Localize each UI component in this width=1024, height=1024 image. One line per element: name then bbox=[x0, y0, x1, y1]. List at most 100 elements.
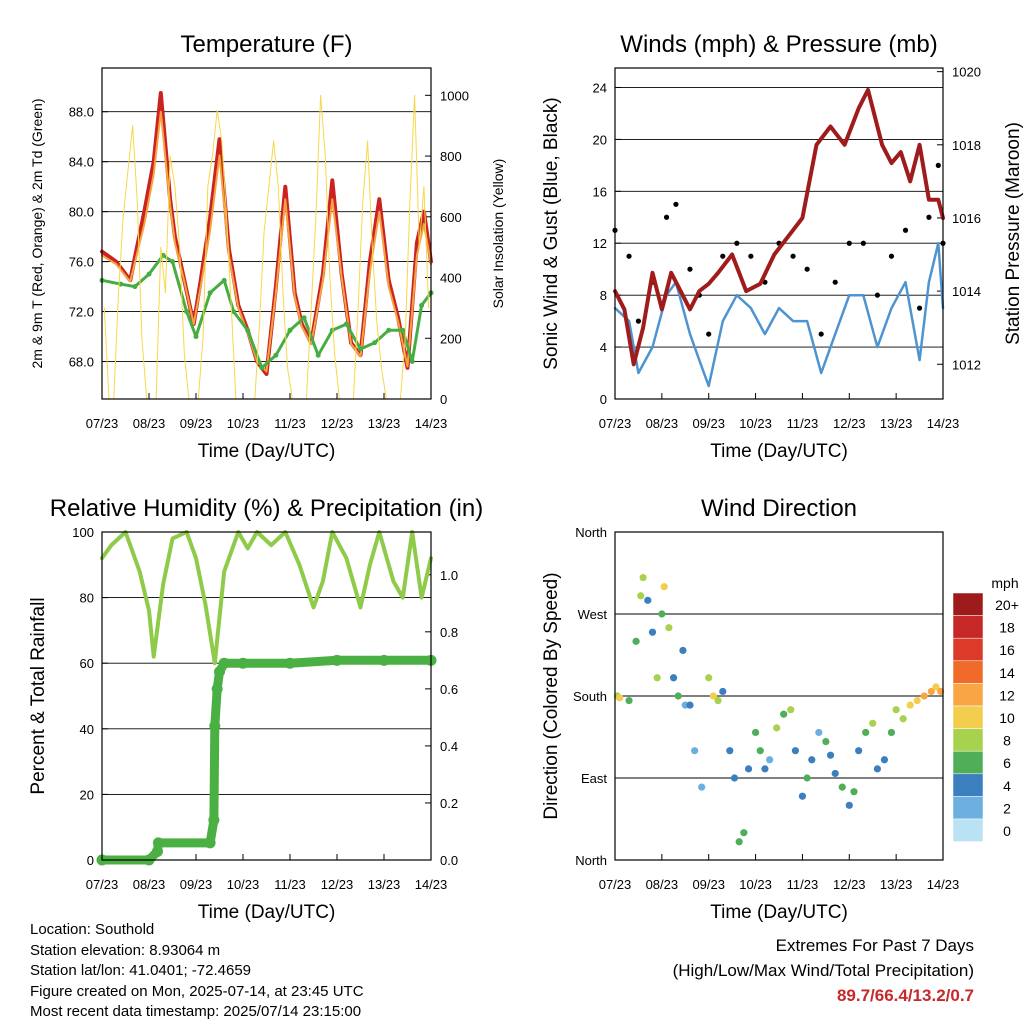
location-text: Location: Southold bbox=[30, 921, 155, 938]
y-axis-label: Sonic Wind & Gust (Blue, Black) bbox=[541, 97, 562, 369]
direction-point bbox=[660, 583, 668, 591]
x-tick-label: 13/23 bbox=[880, 877, 913, 892]
precip-point bbox=[214, 666, 225, 678]
legend-label: 4 bbox=[1003, 778, 1011, 794]
x-tick-label: 08/23 bbox=[646, 877, 679, 892]
legend-label: 16 bbox=[999, 642, 1015, 658]
x-tick-label: 07/23 bbox=[599, 877, 632, 892]
td2m-point bbox=[132, 284, 138, 290]
legend-swatch bbox=[952, 750, 984, 775]
y-right-tick-label: 0.6 bbox=[440, 682, 458, 697]
legend-label: 6 bbox=[1003, 755, 1011, 771]
direction-point bbox=[780, 710, 788, 718]
winds-pressure-panel: Winds (mph) & Pressure (mb) 0 4 8 12 16 20 24 10… bbox=[541, 31, 1024, 462]
x-axis-label: Time (Day/UTC) bbox=[710, 441, 848, 462]
direction-point bbox=[644, 596, 652, 604]
gust-point bbox=[687, 266, 693, 272]
y-tick-label: 100 bbox=[72, 525, 94, 540]
y-tick-label: 80 bbox=[80, 591, 94, 606]
y-axis-label: Percent & Total Rainfall bbox=[28, 597, 49, 794]
td2m-point bbox=[193, 334, 199, 340]
wind-direction-panel: Wind Direction North East South West North 07/… bbox=[541, 495, 959, 923]
direction-point bbox=[773, 724, 781, 732]
x-tick-label: 13/23 bbox=[368, 416, 401, 431]
y-right-axis-label: Solar Insolation (Yellow) bbox=[490, 159, 506, 309]
gust-point bbox=[926, 214, 932, 220]
y-right-tick-label: 1014 bbox=[952, 284, 981, 299]
direction-point bbox=[927, 687, 935, 696]
extremes-values: 89.7/66.4/13.2/0.7 bbox=[836, 986, 974, 1005]
x-tick-label: 14/23 bbox=[415, 877, 448, 892]
td2m-point bbox=[409, 359, 415, 365]
x-tick-label: 10/23 bbox=[227, 877, 260, 892]
legend-label: 0 bbox=[1003, 823, 1011, 839]
t9m-line bbox=[101, 110, 432, 373]
y-tick-label: South bbox=[573, 689, 607, 704]
plot-frame bbox=[101, 531, 432, 861]
precip-point bbox=[378, 654, 390, 666]
y-tick-label: West bbox=[578, 607, 608, 622]
direction-point bbox=[709, 692, 718, 700]
y-right-tick-label: 0.4 bbox=[440, 739, 458, 754]
y-right-tick-label: 400 bbox=[440, 271, 462, 286]
gust-point bbox=[916, 305, 923, 311]
td2m-point bbox=[419, 302, 425, 308]
td2m-point bbox=[221, 277, 227, 283]
y-right-tick-label: 1.0 bbox=[440, 568, 458, 583]
precip-point bbox=[211, 683, 223, 695]
precip-point bbox=[208, 814, 220, 826]
y-tick-label: 24 bbox=[593, 80, 607, 95]
gust-point bbox=[902, 227, 909, 233]
direction-point bbox=[744, 765, 753, 773]
legend-swatch bbox=[952, 796, 984, 820]
solar-line bbox=[103, 94, 430, 400]
y-tick-label: 60 bbox=[80, 656, 94, 671]
direction-point bbox=[815, 728, 823, 737]
chart-title: Temperature (F) bbox=[180, 31, 352, 58]
gust-point bbox=[734, 240, 740, 246]
y-tick-label: 8 bbox=[600, 288, 607, 303]
x-tick-label: 12/23 bbox=[833, 877, 866, 892]
y-tick-label: North bbox=[575, 525, 607, 540]
gust-point bbox=[935, 162, 941, 168]
legend-swatch bbox=[952, 818, 984, 842]
y-right-tick-label: 0 bbox=[440, 392, 447, 407]
x-tick-label: 11/23 bbox=[787, 416, 819, 431]
y-tick-label: 0 bbox=[87, 853, 94, 868]
direction-point bbox=[730, 774, 739, 782]
x-tick-label: 12/23 bbox=[321, 877, 354, 892]
y-right-tick-label: 1018 bbox=[952, 138, 981, 153]
td2m-point bbox=[231, 309, 237, 315]
direction-point bbox=[766, 756, 774, 764]
legend-swatch bbox=[952, 592, 984, 616]
direction-point bbox=[751, 728, 760, 737]
chart-title: Winds (mph) & Pressure (mb) bbox=[620, 31, 937, 58]
td2m-point bbox=[245, 327, 251, 333]
y-axis-label: Direction (Colored By Speed) bbox=[541, 572, 562, 819]
direction-point bbox=[616, 694, 624, 702]
direction-point bbox=[639, 573, 647, 582]
y-tick-label: 80.0 bbox=[69, 205, 94, 220]
y-tick-label: 20 bbox=[80, 787, 94, 802]
x-tick-label: 14/23 bbox=[415, 416, 448, 431]
td2m-point bbox=[315, 352, 321, 358]
x-tick-label: 09/23 bbox=[692, 416, 725, 431]
td2m-point bbox=[259, 365, 265, 371]
x-tick-label: 08/23 bbox=[133, 877, 166, 892]
td2m-point bbox=[386, 327, 392, 333]
y-tick-label: 40 bbox=[80, 722, 94, 737]
x-tick-label: 09/23 bbox=[180, 877, 213, 892]
x-tick-label: 07/23 bbox=[86, 416, 119, 431]
td2m-point bbox=[400, 327, 406, 333]
gust-point bbox=[888, 253, 895, 259]
gust-point bbox=[860, 240, 866, 246]
direction-point bbox=[920, 692, 928, 700]
precip-point bbox=[218, 657, 230, 669]
chart-title: Wind Direction bbox=[701, 495, 857, 522]
direction-point bbox=[665, 624, 673, 632]
x-tick-label: 14/23 bbox=[927, 877, 960, 892]
precip-point bbox=[209, 720, 221, 732]
legend-title: mph bbox=[991, 575, 1018, 591]
gust-point bbox=[626, 253, 632, 259]
legend-label: 2 bbox=[1003, 800, 1011, 816]
